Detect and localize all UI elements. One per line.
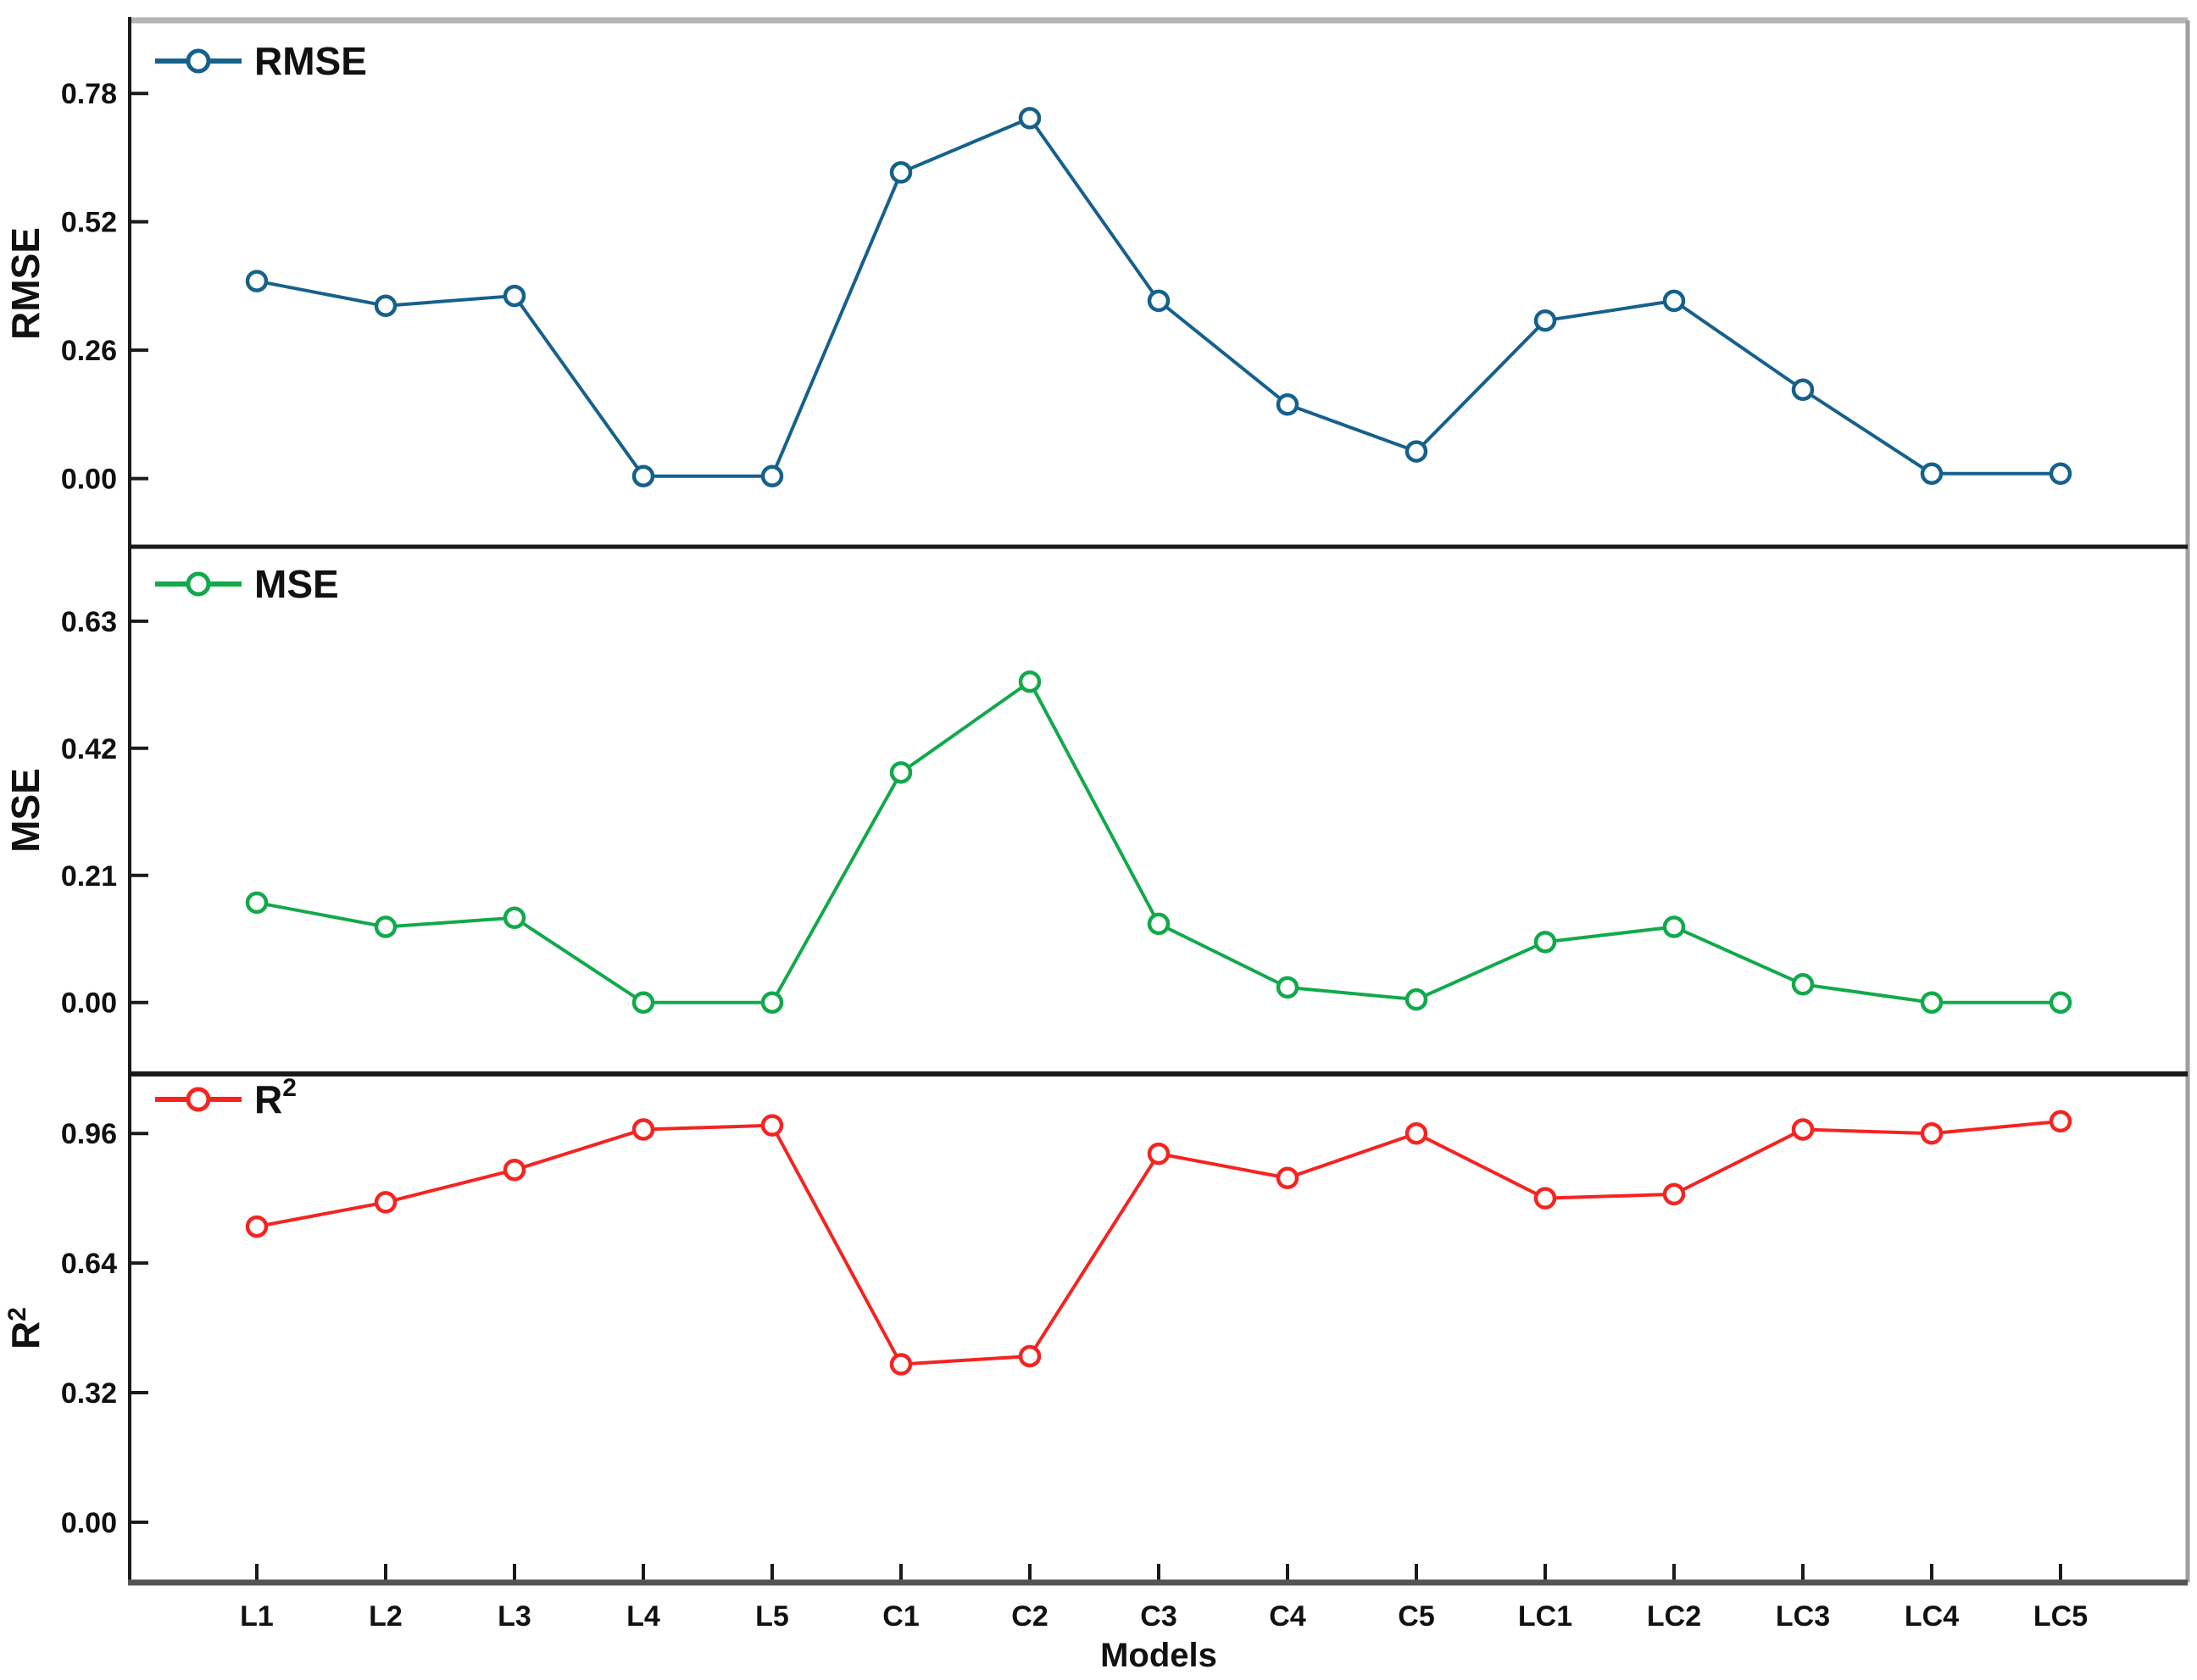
x-tick-label-LC4: LC4 <box>1905 1600 1959 1633</box>
marker-mse-C5 <box>1404 987 1428 1011</box>
marker-rmse-LC1 <box>1533 309 1557 332</box>
x-tick-label-L4: L4 <box>626 1600 660 1633</box>
marker-rmse-C4 <box>1276 392 1299 416</box>
marker-r2-C3 <box>1147 1142 1171 1165</box>
marker-rmse-C2 <box>1018 107 1042 130</box>
y-tick-label: 0.00 <box>61 1507 117 1539</box>
marker-mse-L1 <box>245 891 269 915</box>
marker-rmse-LC4 <box>1920 462 1944 486</box>
x-tick-label-C1: C1 <box>882 1600 919 1633</box>
x-tick-label-LC1: LC1 <box>1518 1600 1572 1633</box>
marker-rmse-L2 <box>374 294 398 317</box>
marker-r2-L2 <box>374 1191 398 1214</box>
legend-mse: MSE <box>155 562 339 606</box>
legend-rmse: RMSE <box>155 39 367 83</box>
x-axis-title: Models <box>1100 1637 1217 1674</box>
marker-rmse-LC3 <box>1791 378 1815 401</box>
marker-mse-C1 <box>889 761 913 784</box>
marker-mse-C4 <box>1276 976 1299 999</box>
marker-r2-C1 <box>889 1353 913 1376</box>
legend-marker-sample <box>186 1087 211 1112</box>
legend-marker-sample <box>186 48 211 74</box>
y-tick-label: 0.21 <box>61 860 117 893</box>
panel-rmse: 0.00 0.26 0.52 0.78 RMSE RMSE <box>3 39 2072 496</box>
x-tick-label-C3: C3 <box>1140 1600 1176 1633</box>
marker-mse-LC3 <box>1791 973 1815 996</box>
y-tick-label: 0.32 <box>61 1377 117 1410</box>
y-tick-label: 0.42 <box>61 733 117 765</box>
legend-label: RMSE <box>254 39 367 83</box>
x-tick-label-C5: C5 <box>1398 1600 1434 1633</box>
y-tick-label: 0.64 <box>61 1248 117 1280</box>
marker-mse-L4 <box>631 991 655 1014</box>
legend-marker-sample <box>186 571 211 597</box>
y-tick-label: 0.96 <box>61 1118 117 1150</box>
panel-mse: 0.00 0.21 0.42 0.63 MSE MSE <box>3 562 2072 1020</box>
marker-r2-L5 <box>760 1114 784 1137</box>
marker-mse-LC5 <box>2049 991 2072 1014</box>
marker-mse-LC1 <box>1533 931 1557 954</box>
x-tick-label-C2: C2 <box>1011 1600 1048 1633</box>
marker-rmse-L5 <box>760 465 784 487</box>
marker-mse-L2 <box>374 915 398 938</box>
y-axis-title-r2: R2 <box>3 1307 47 1349</box>
marker-r2-L3 <box>503 1158 526 1182</box>
x-tick-label-LC2: LC2 <box>1647 1600 1701 1633</box>
x-tick-label-L3: L3 <box>498 1600 531 1633</box>
legend-r2: R2 <box>155 1074 297 1121</box>
y-tick-label: 0.63 <box>61 606 117 638</box>
marker-r2-L1 <box>245 1215 269 1238</box>
marker-rmse-LC2 <box>1662 289 1686 313</box>
marker-r2-C5 <box>1404 1121 1428 1145</box>
marker-mse-LC2 <box>1662 915 1686 938</box>
marker-r2-C2 <box>1018 1344 1042 1368</box>
legend-label: R2 <box>254 1074 297 1121</box>
y-axis-title-mse: MSE <box>3 768 47 853</box>
marker-r2-LC1 <box>1533 1187 1557 1210</box>
marker-mse-LC4 <box>1920 991 1944 1014</box>
x-tick-label-LC5: LC5 <box>2033 1600 2088 1633</box>
marker-r2-C4 <box>1276 1166 1299 1190</box>
x-tick-label-LC3: LC3 <box>1776 1600 1830 1633</box>
x-axis: L1 L2 L3 L4 L5 C1 C2 C3 C4 C5 LC1 LC2 LC3 LC4 LC5 Model… <box>240 1564 2088 1674</box>
y-tick-label: 0.52 <box>61 207 117 239</box>
y-tick-label: 0.78 <box>61 78 117 110</box>
marker-r2-L4 <box>631 1118 655 1141</box>
marker-r2-LC4 <box>1920 1121 1944 1145</box>
marker-rmse-C5 <box>1404 440 1428 463</box>
marker-rmse-C1 <box>889 161 913 184</box>
y-tick-label: 0.26 <box>61 335 117 367</box>
marker-rmse-LC5 <box>2049 462 2072 486</box>
marker-mse-L5 <box>760 991 784 1014</box>
marker-r2-LC2 <box>1662 1182 1686 1206</box>
x-tick-label-L1: L1 <box>240 1600 274 1633</box>
mse-line <box>256 680 2061 1004</box>
x-tick-label-L2: L2 <box>369 1600 403 1633</box>
marker-r2-LC5 <box>2049 1110 2072 1133</box>
marker-mse-C3 <box>1147 912 1171 936</box>
plot-frame <box>128 17 2190 1586</box>
x-tick-label-C4: C4 <box>1269 1600 1306 1633</box>
marker-rmse-L4 <box>631 465 655 487</box>
panel-r2: 0.00 0.32 0.64 0.96 R2 R2 <box>3 1074 2072 1539</box>
marker-mse-L3 <box>503 906 526 930</box>
marker-r2-LC3 <box>1791 1118 1815 1141</box>
y-axis-title-rmse: RMSE <box>3 227 47 340</box>
marker-rmse-C3 <box>1147 289 1171 313</box>
x-tick-label-L5: L5 <box>755 1600 789 1633</box>
y-tick-label: 0.00 <box>61 464 117 496</box>
legend-label: MSE <box>254 562 339 606</box>
marker-mse-C2 <box>1018 670 1042 693</box>
y-tick-label: 0.00 <box>61 987 117 1020</box>
marker-rmse-L1 <box>245 270 269 292</box>
marker-rmse-L3 <box>503 284 526 308</box>
